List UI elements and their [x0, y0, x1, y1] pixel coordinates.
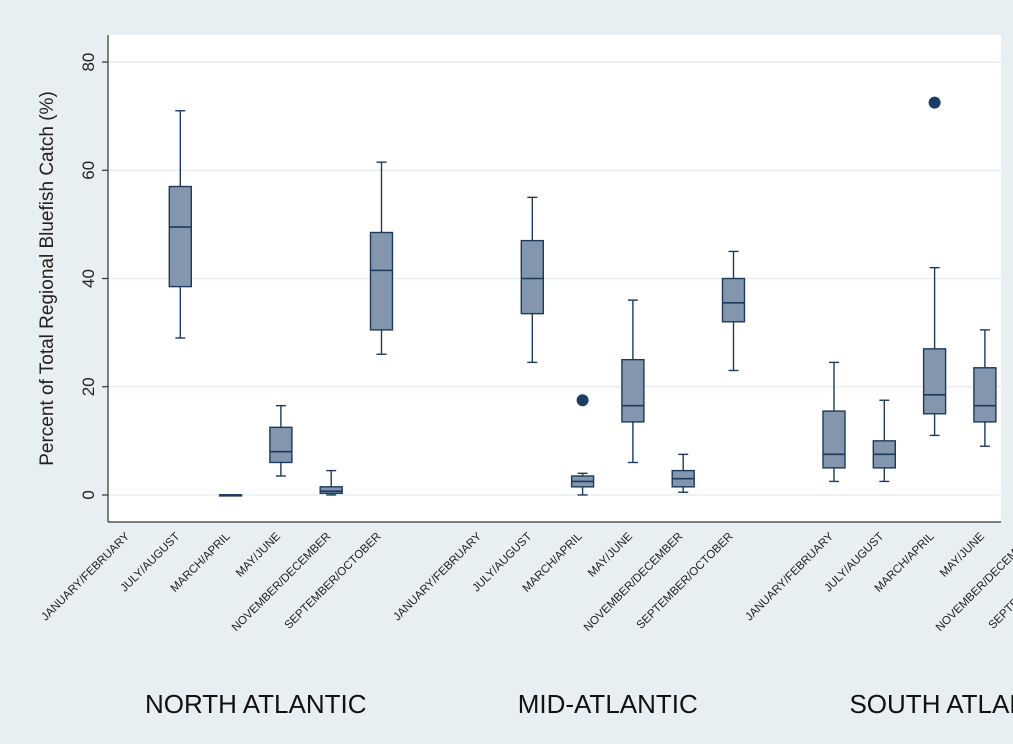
- region-label-north-atlantic: NORTH ATLANTIC: [145, 689, 367, 719]
- iqr-box: [369, 231, 394, 331]
- grid-layer: [108, 61, 1001, 496]
- box-north-atlantic-november-december: [319, 469, 343, 496]
- y-tick-label-0: 0: [79, 490, 98, 499]
- box-south-atlantic-january-february: [822, 361, 846, 483]
- iqr-box: [973, 367, 997, 423]
- box-north-atlantic-march-april: [218, 494, 243, 497]
- region-label-mid-atlantic: MID-ATLANTIC: [518, 689, 698, 719]
- box-south-atlantic-may-june: [973, 329, 997, 447]
- y-axis-title: Percent of Total Regional Bluefish Catch…: [37, 91, 58, 466]
- box-mid-atlantic-july-august: [520, 196, 544, 364]
- box-mid-atlantic-march-april: [570, 394, 595, 496]
- box-south-atlantic-july-august: [872, 399, 896, 483]
- box-mid-atlantic-september-october: [721, 250, 746, 372]
- box-north-atlantic-may-june: [269, 404, 293, 477]
- box-north-atlantic-july-august: [168, 110, 193, 339]
- outlier-point-0: [928, 96, 941, 109]
- y-tick-label-20: 20: [79, 377, 98, 396]
- box-mid-atlantic-may-june: [621, 299, 645, 464]
- region-label-south-atlantic: SOUTH ATLANTIC: [849, 689, 1013, 719]
- iqr-box: [721, 277, 746, 323]
- box-north-atlantic-september-october: [369, 161, 394, 355]
- iqr-box: [922, 348, 947, 415]
- y-tick-label-80: 80: [79, 53, 98, 72]
- axis-layer: 0 20 40 60 80: [79, 35, 1001, 523]
- box-layer: [168, 96, 997, 497]
- y-tick-label-60: 60: [79, 161, 98, 180]
- iqr-box: [621, 358, 645, 423]
- iqr-box: [168, 185, 193, 288]
- box-mid-atlantic-november-december: [671, 453, 695, 493]
- box-south-atlantic-march-april: [922, 96, 947, 437]
- iqr-box: [269, 426, 293, 464]
- iqr-box: [319, 486, 343, 495]
- outlier-point-0: [576, 394, 589, 407]
- y-tick-label-40: 40: [79, 269, 98, 288]
- iqr-box: [520, 239, 544, 315]
- iqr-box: [822, 410, 846, 469]
